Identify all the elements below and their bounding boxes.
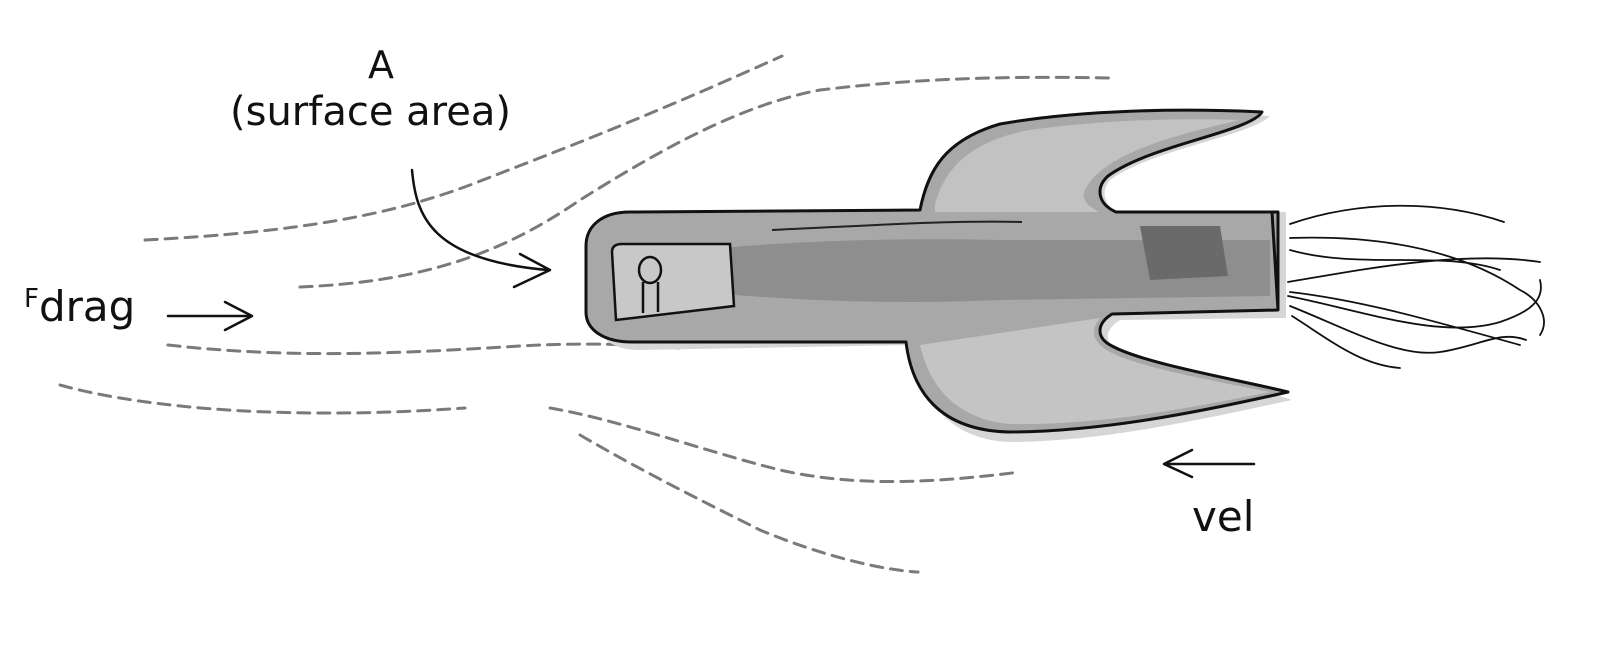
streamline-1 xyxy=(143,54,784,242)
rocket-nozzle xyxy=(1270,211,1280,311)
drag-force-label: Fdrag xyxy=(24,286,135,328)
streamline-5 xyxy=(548,406,1022,484)
streamline-2 xyxy=(298,75,1112,289)
streamline-3 xyxy=(166,342,682,356)
arrow-right xyxy=(166,300,254,332)
drag-force-symbol: F xyxy=(24,284,39,314)
velocity-label: vel xyxy=(1192,492,1255,541)
drag-force-subscript: drag xyxy=(38,282,136,331)
area-symbol-label: A xyxy=(368,43,394,87)
surface-area-caption: (surface area) xyxy=(230,89,511,135)
streamline-4 xyxy=(58,383,467,415)
arrow-left xyxy=(1162,448,1256,479)
rocket-ship xyxy=(584,108,1292,442)
pilot-icon xyxy=(637,255,663,313)
streamline-6 xyxy=(578,433,920,574)
exhaust-flames xyxy=(1287,204,1545,369)
cockpit-window xyxy=(610,242,736,322)
curved-arrow xyxy=(410,168,552,289)
